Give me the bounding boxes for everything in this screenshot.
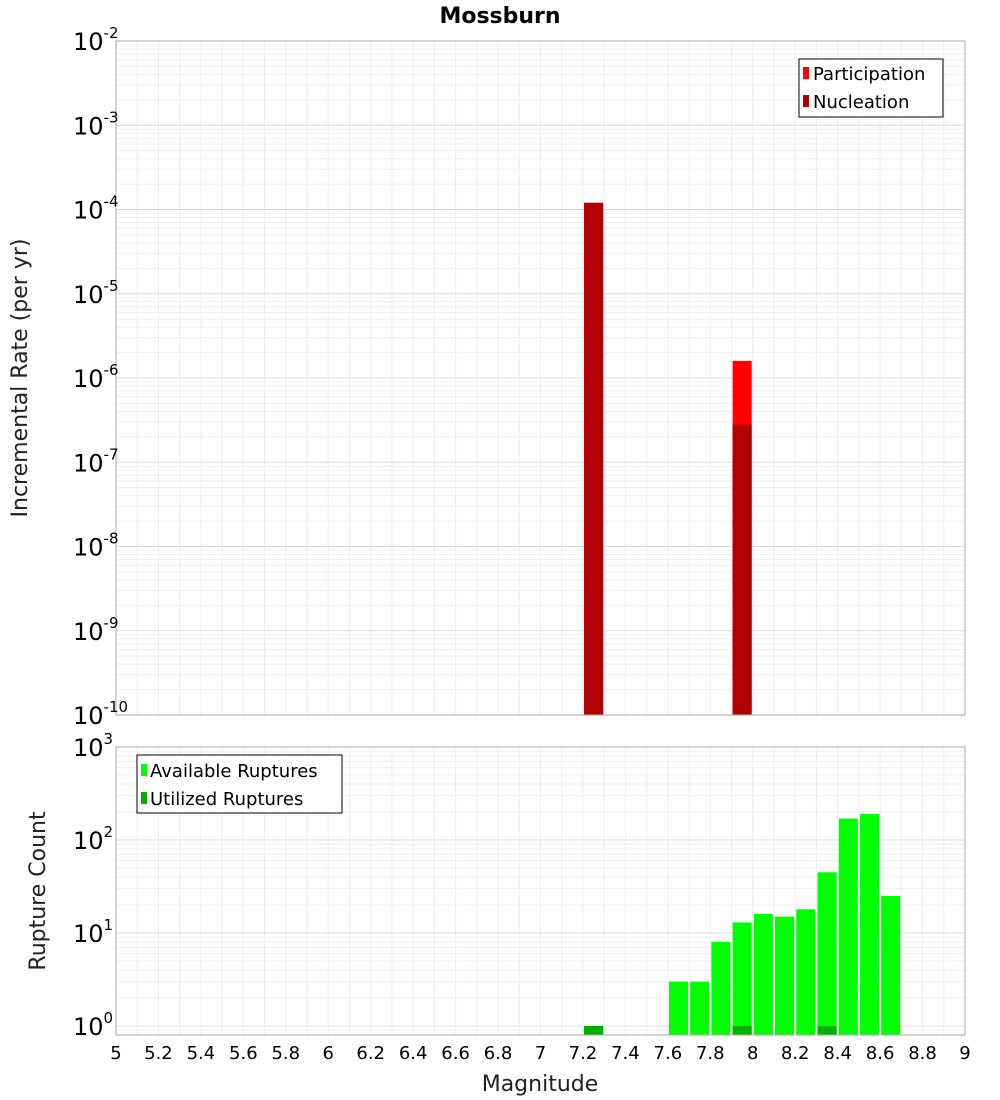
x-tick-label: 7.8 <box>696 1043 725 1064</box>
rate-y-tick-label: 10-8 <box>73 530 119 562</box>
x-tick-label: 6 <box>323 1043 334 1064</box>
rate-y-tick-label: 10-5 <box>73 277 119 309</box>
x-tick-label: 6.6 <box>441 1043 470 1064</box>
x-tick-label: 7 <box>535 1043 546 1064</box>
nucleation-legend-swatch <box>803 95 809 107</box>
count-bar-available-ruptures <box>668 981 689 1035</box>
count-bar-available-ruptures <box>775 916 795 1035</box>
rate-y-tick-label: 10-10 <box>73 698 128 730</box>
count-y-axis-label: Rupture Count <box>26 811 51 971</box>
x-tick-label: 5.8 <box>271 1043 300 1064</box>
rate-y-tick-labels: 10-2 10-3 10-4 10-5 10-6 10-7 10-8 10-9 10-10 <box>73 24 128 730</box>
rate-y-tick-label: 10-7 <box>73 445 119 477</box>
x-tick-label: 7.4 <box>611 1043 640 1064</box>
rate-legend-box <box>798 58 944 118</box>
count-bar-available-ruptures <box>881 895 901 1035</box>
x-tick-label: 7.6 <box>654 1043 683 1064</box>
participation-legend-label: Participation <box>813 64 925 85</box>
x-axis-label: Magnitude <box>482 1072 599 1097</box>
x-tick-label: 9 <box>959 1043 970 1064</box>
count-y-tick-labels: 103 102 101 100 <box>73 730 113 1041</box>
x-tick-label: 8.2 <box>781 1043 810 1064</box>
x-tick-labels: 5 5.2 5.4 5.6 5.8 6 6.2 6.4 6.6 6.8 7 7.2 7.4 7.6 7.8 8… <box>110 1043 970 1064</box>
rate-plot-border <box>115 40 966 716</box>
rate-bar-nucleation <box>732 424 752 715</box>
rate-legend: Participation Nucleation <box>798 58 944 118</box>
count-bar-utilized-ruptures <box>732 1025 752 1035</box>
rate-bars <box>584 202 752 715</box>
x-tick-label: 5.4 <box>187 1043 216 1064</box>
count-y-tick-label: 103 <box>73 730 113 762</box>
count-plot-border <box>115 746 966 1036</box>
count-y-tick-label: 101 <box>73 916 113 948</box>
x-tick-label: 5.6 <box>229 1043 258 1064</box>
count-bar-utilized-ruptures <box>817 1025 837 1035</box>
chart-title: Mossburn <box>439 4 560 29</box>
count-bar-available-ruptures <box>690 981 710 1035</box>
count-bar-available-ruptures <box>732 922 752 1035</box>
available-legend-label: Available Ruptures <box>150 761 318 782</box>
count-bar-utilized-ruptures <box>584 1025 604 1035</box>
rate-panel: 10-2 10-3 10-4 10-5 10-6 10-7 10-8 10-9 10-10 In… <box>8 24 966 730</box>
count-bar-available-ruptures <box>859 814 880 1035</box>
rate-y-tick-label: 10-6 <box>73 361 119 393</box>
x-tick-label: 6.8 <box>484 1043 513 1064</box>
x-tick-label: 7.2 <box>569 1043 598 1064</box>
x-tick-label: 8.6 <box>866 1043 895 1064</box>
rate-gridlines <box>116 41 965 715</box>
x-tick-label: 8 <box>747 1043 758 1064</box>
rate-y-tick-label: 10-2 <box>73 24 119 56</box>
count-bar-available-ruptures <box>796 909 816 1035</box>
x-tick-label: 6.4 <box>399 1043 428 1064</box>
x-tick-label: 5 <box>110 1043 121 1064</box>
count-y-tick-label: 102 <box>73 823 113 855</box>
nucleation-legend-label: Nucleation <box>813 92 909 113</box>
count-bar-available-ruptures <box>838 818 858 1035</box>
x-tick-label: 8.4 <box>823 1043 852 1064</box>
count-bar-available-ruptures <box>711 942 731 1035</box>
rate-y-tick-label: 10-9 <box>73 614 119 646</box>
x-tick-label: 6.2 <box>356 1043 385 1064</box>
utilized-legend-label: Utilized Ruptures <box>150 789 303 810</box>
count-bars <box>584 814 901 1035</box>
count-y-tick-label: 100 <box>73 1009 113 1041</box>
count-bar-available-ruptures <box>817 872 837 1035</box>
rate-y-tick-label: 10-3 <box>73 108 119 140</box>
available-legend-swatch <box>141 764 147 776</box>
rate-y-axis-label: Incremental Rate (per yr) <box>8 239 33 518</box>
count-legend: Available Ruptures Utilized Ruptures <box>136 754 343 814</box>
rate-y-tick-label: 10-4 <box>73 193 119 225</box>
x-tick-label: 8.8 <box>908 1043 937 1064</box>
utilized-legend-swatch <box>141 792 147 804</box>
count-bar-available-ruptures <box>753 914 773 1035</box>
participation-legend-swatch <box>803 67 809 79</box>
x-tick-label: 5.2 <box>144 1043 173 1064</box>
count-legend-box <box>136 754 343 814</box>
count-panel: 103 102 101 100 5 5.2 5.4 5.6 5.8 6 6.2 6.4 6.6 6.8 7… <box>26 730 971 1097</box>
rate-bar-nucleation <box>584 202 604 715</box>
